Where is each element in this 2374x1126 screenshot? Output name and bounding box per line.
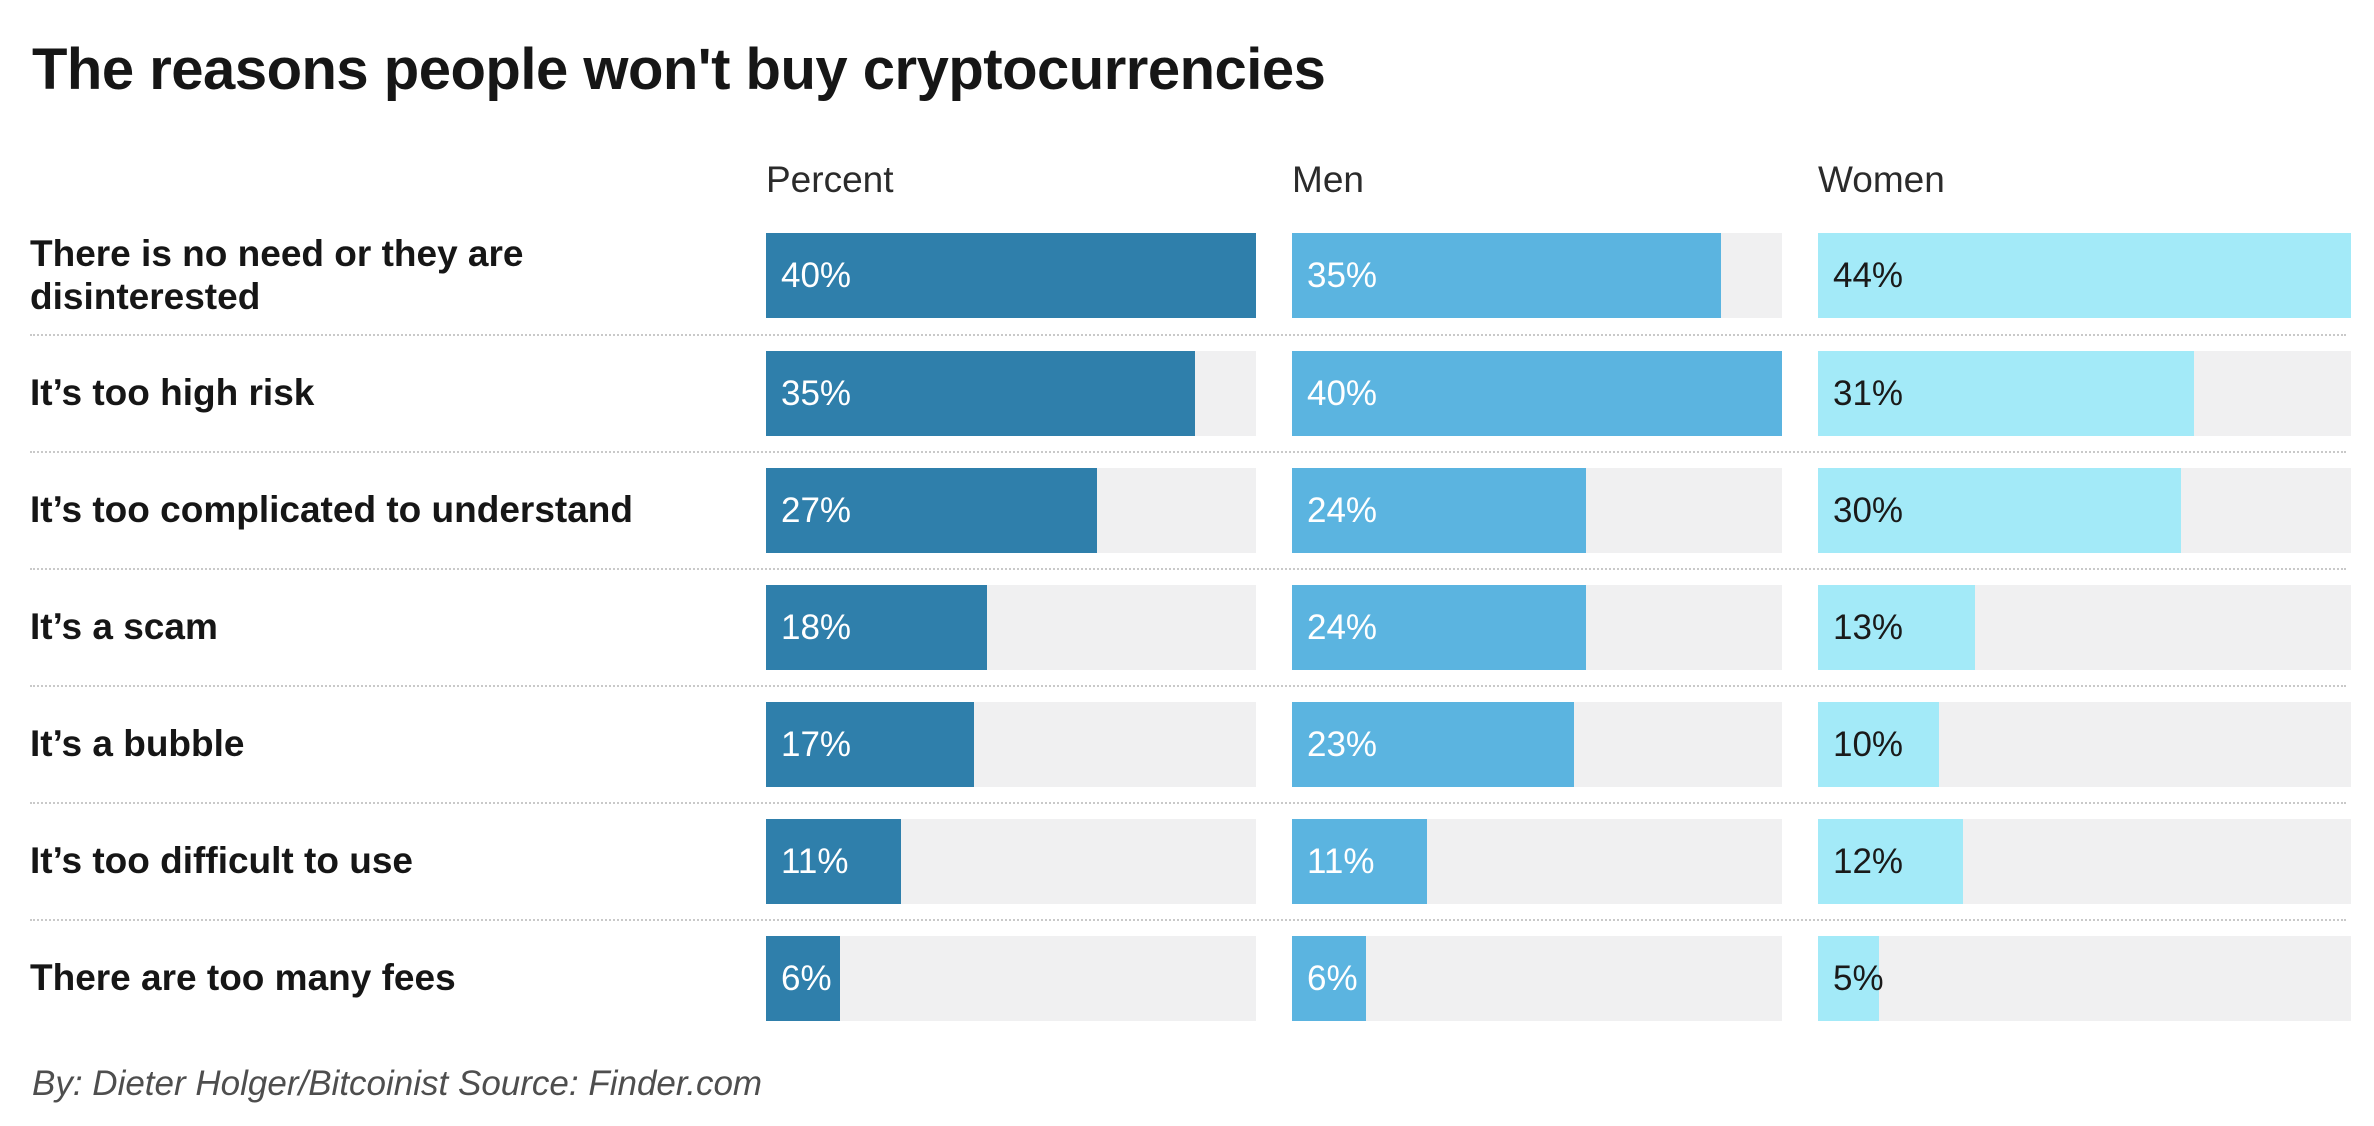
category-label: It’s too difficult to use [30, 840, 413, 882]
men-bar: 35% [1292, 233, 1721, 318]
category-label: There is no need or they are disinterest… [30, 232, 524, 317]
men-bar-track: 6% [1292, 936, 1782, 1021]
women-bar-track: 5% [1818, 936, 2351, 1021]
bar-value-label: 35% [1307, 255, 1378, 295]
table-row: There is no need or they are disinterest… [30, 217, 2351, 334]
women-bar-track: 10% [1818, 702, 2351, 787]
table-row: It’s a bubble 17% 23% 10% [30, 685, 2351, 802]
bar-value-label: 6% [1307, 958, 1358, 998]
bar-value-label: 44% [1833, 255, 1904, 295]
women-bar-track: 30% [1818, 468, 2351, 553]
women-bar-track: 44% [1818, 233, 2351, 318]
women-bar: 5% [1818, 936, 1884, 1021]
men-bar: 6% [1292, 936, 1366, 1021]
percent-bar: 27% [766, 468, 1097, 553]
bar-chart: There is no need or they are disinterest… [30, 217, 2351, 1036]
men-bar-track: 24% [1292, 468, 1782, 553]
bar-value-label: 40% [781, 255, 852, 295]
percent-bar-track: 27% [766, 468, 1256, 553]
percent-bar: 6% [766, 936, 840, 1021]
men-bar-track: 40% [1292, 351, 1782, 436]
bar-value-label: 24% [1307, 490, 1378, 530]
column-header-women: Women [1818, 159, 1945, 200]
percent-bar-track: 11% [766, 819, 1256, 904]
men-bar: 11% [1292, 819, 1427, 904]
percent-bar: 17% [766, 702, 975, 787]
percent-bar-track: 40% [766, 233, 1256, 318]
percent-bar-track: 17% [766, 702, 1256, 787]
bar-value-label: 11% [1307, 841, 1375, 881]
bar-value-label: 31% [1833, 373, 1904, 413]
page-title: The reasons people won't buy cryptocurre… [32, 37, 1326, 102]
bar-value-label: 6% [781, 958, 832, 998]
percent-bar-track: 6% [766, 936, 1256, 1021]
bar-value-label: 12% [1833, 841, 1904, 881]
bar-value-label: 5% [1833, 958, 1884, 998]
percent-bar: 11% [766, 819, 901, 904]
men-bar: 24% [1292, 468, 1586, 553]
men-bar-track: 23% [1292, 702, 1782, 787]
women-bar: 31% [1818, 351, 2194, 436]
category-label: It’s too high risk [30, 372, 315, 414]
bar-value-label: 35% [781, 373, 852, 413]
percent-bar-track: 35% [766, 351, 1256, 436]
percent-bar: 35% [766, 351, 1195, 436]
men-bar: 24% [1292, 585, 1586, 670]
men-bar-track: 11% [1292, 819, 1782, 904]
bar-value-label: 40% [1307, 373, 1378, 413]
women-bar: 30% [1818, 468, 2182, 553]
women-bar-track: 12% [1818, 819, 2351, 904]
percent-bar: 18% [766, 585, 987, 670]
men-bar: 23% [1292, 702, 1574, 787]
category-header-spacer [30, 180, 730, 196]
men-bar-track: 35% [1292, 233, 1782, 318]
table-row: There are too many fees 6% 6% 5% [30, 919, 2351, 1036]
bar-value-label: 13% [1833, 607, 1904, 647]
women-bar: 10% [1818, 702, 1940, 787]
percent-bar: 40% [766, 233, 1256, 318]
column-header-men: Men [1292, 159, 1364, 200]
bar-value-label: 24% [1307, 607, 1378, 647]
percent-bar-track: 18% [766, 585, 1256, 670]
women-bar: 12% [1818, 819, 1964, 904]
table-row: It’s too complicated to understand 27% 2… [30, 451, 2351, 568]
category-label: It’s a scam [30, 606, 218, 648]
men-bar: 40% [1292, 351, 1782, 436]
women-bar: 44% [1818, 233, 2351, 318]
bar-value-label: 10% [1833, 724, 1904, 764]
women-bar-track: 31% [1818, 351, 2351, 436]
category-label: It’s too complicated to understand [30, 489, 634, 531]
men-bar-track: 24% [1292, 585, 1782, 670]
source-byline: By: Dieter Holger/Bitcoinist Source: Fin… [32, 1064, 763, 1103]
bar-value-label: 23% [1307, 724, 1378, 764]
bar-value-label: 30% [1833, 490, 1904, 530]
bar-value-label: 27% [781, 490, 852, 530]
table-row: It’s a scam 18% 24% 13% [30, 568, 2351, 685]
women-bar: 13% [1818, 585, 1976, 670]
column-header-percent: Percent [766, 159, 894, 200]
category-label: There are too many fees [30, 957, 456, 999]
table-row: It’s too difficult to use 11% 11% 12% [30, 802, 2351, 919]
category-label: It’s a bubble [30, 723, 245, 765]
table-row: It’s too high risk 35% 40% 31% [30, 334, 2351, 451]
bar-value-label: 18% [781, 607, 852, 647]
bar-value-label: 17% [781, 724, 852, 764]
women-bar-track: 13% [1818, 585, 2351, 670]
bar-value-label: 11% [781, 841, 849, 881]
column-headers: Percent Men Women [30, 159, 2346, 217]
